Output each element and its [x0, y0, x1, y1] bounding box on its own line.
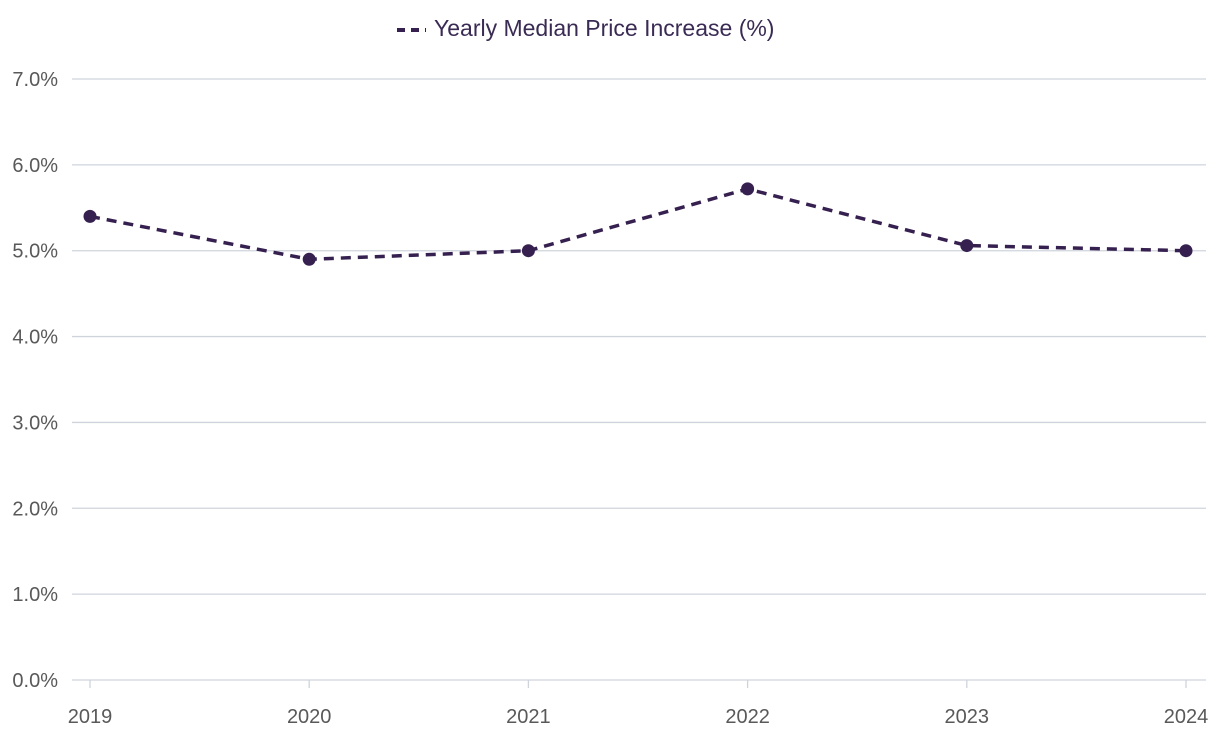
- legend: Yearly Median Price Increase (%): [397, 15, 774, 41]
- y-tick-label: 1.0%: [12, 584, 58, 606]
- y-tick-label: 3.0%: [12, 412, 58, 434]
- data-point: [83, 209, 97, 223]
- legend-label: Yearly Median Price Increase (%): [434, 15, 774, 41]
- x-tick-label: 2024: [1164, 706, 1209, 728]
- data-point: [521, 244, 535, 258]
- x-axis: 2019 2020 2021 2022 2023 2024: [68, 680, 1209, 728]
- y-tick-label: 6.0%: [12, 155, 58, 177]
- y-tick-label: 2.0%: [12, 498, 58, 520]
- y-tick-label: 0.0%: [12, 670, 58, 692]
- x-tick-label: 2023: [945, 706, 990, 728]
- y-tick-label: 7.0%: [12, 69, 58, 91]
- series-line: [89, 187, 1187, 262]
- data-point: [741, 182, 755, 196]
- y-tick-label: 5.0%: [12, 241, 58, 263]
- series-plot: [83, 182, 1193, 266]
- x-tick-label: 2021: [506, 706, 551, 728]
- y-axis: 0.0% 1.0% 2.0% 3.0% 4.0% 5.0% 6.0% 7.0%: [12, 69, 58, 692]
- y-tick-label: 4.0%: [12, 327, 58, 349]
- x-tick-label: 2019: [68, 706, 113, 728]
- data-point: [1179, 244, 1193, 258]
- x-tick-label: 2022: [725, 706, 770, 728]
- gridlines: [72, 78, 1206, 681]
- data-point: [302, 252, 316, 266]
- x-tick-label: 2020: [287, 706, 332, 728]
- data-point: [960, 239, 974, 253]
